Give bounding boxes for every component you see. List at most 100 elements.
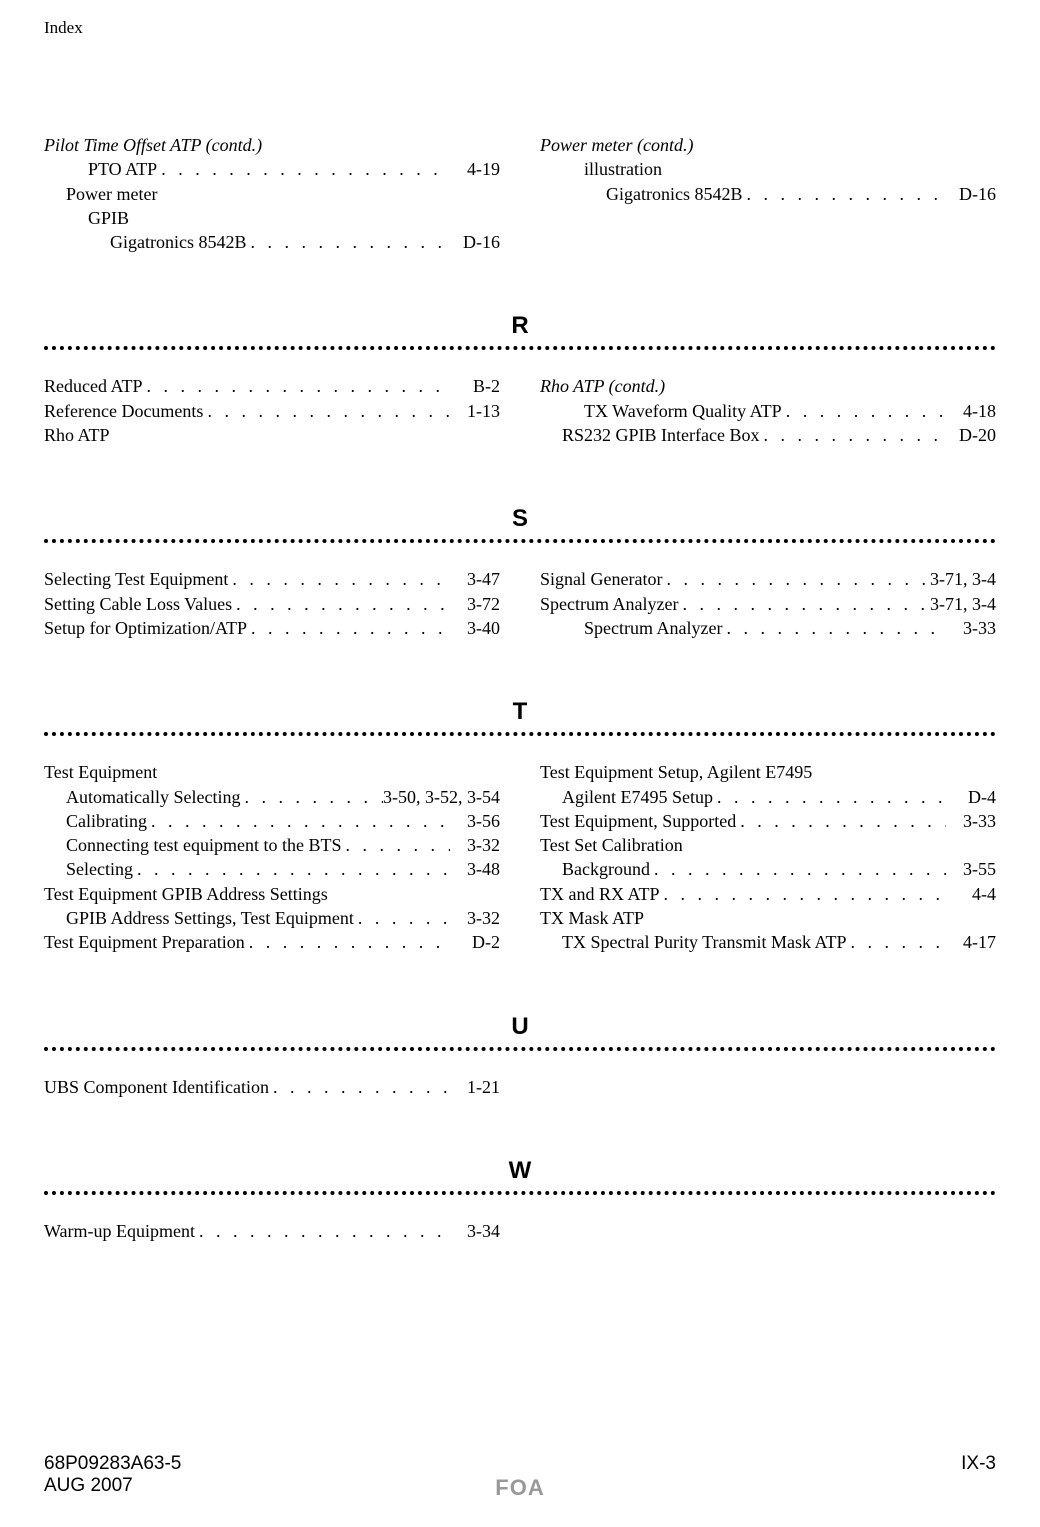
index-entry: TX Waveform Quality ATP. . . . . . . . .… <box>540 399 996 423</box>
section-divider <box>44 732 996 736</box>
index-entry-page: 3-47 <box>450 567 500 591</box>
index-column-left: UBS Component Identification. . . . . . … <box>44 1075 500 1099</box>
index-entry-leader: . . . . . . . . . . . . . . . . . . . . … <box>743 182 947 206</box>
index-entry-leader: . . . . . . . . . . . . . . . . . . . . … <box>143 374 451 398</box>
index-column-right: Test Equipment Setup, Agilent E7495Agile… <box>540 760 996 954</box>
index-column-left: Reduced ATP. . . . . . . . . . . . . . .… <box>44 374 500 447</box>
index-entry: Connecting test equipment to the BTS. . … <box>44 833 500 857</box>
index-columns: Reduced ATP. . . . . . . . . . . . . . .… <box>44 374 996 447</box>
section-letter: U <box>44 1013 996 1041</box>
index-heading: Test Equipment Setup, Agilent E7495 <box>540 760 996 784</box>
index-column-left: Selecting Test Equipment. . . . . . . . … <box>44 567 500 640</box>
index-column-right: Rho ATP (contd.)TX Waveform Quality ATP.… <box>540 374 996 447</box>
index-heading: GPIB <box>44 206 500 230</box>
index-entry-leader: . . . . . . . . . . . . . . . . . . . . … <box>133 857 450 881</box>
index-column-left: Warm-up Equipment. . . . . . . . . . . .… <box>44 1219 500 1243</box>
index-entry-leader: . . . . . . . . . . . . . . . . . . . . … <box>228 567 450 591</box>
index-entry: Reduced ATP. . . . . . . . . . . . . . .… <box>44 374 500 398</box>
index-entry-page: D-4 <box>946 785 996 809</box>
index-entry-page: 4-18 <box>946 399 996 423</box>
section-divider <box>44 539 996 543</box>
index-entry-label: Selecting <box>66 857 133 881</box>
index-entry-page: D-20 <box>946 423 996 447</box>
index-entry: TX and RX ATP. . . . . . . . . . . . . .… <box>540 882 996 906</box>
index-entry-label: Reduced ATP <box>44 374 143 398</box>
index-entry-page: 3-34 <box>450 1219 500 1243</box>
index-entry-page: 3-56 <box>450 809 500 833</box>
index-entry-page: 1-21 <box>450 1075 500 1099</box>
index-entry-leader: . . . . . . . . . . . . . . . . . . . . … <box>232 592 450 616</box>
index-entry: TX Spectral Purity Transmit Mask ATP. . … <box>540 930 996 954</box>
index-column-right <box>540 1075 996 1099</box>
index-entry-leader: . . . . . . . . . . . . . . . . . . . . … <box>354 906 450 930</box>
index-entry-label: UBS Component Identification <box>44 1075 269 1099</box>
index-entry-leader: . . . . . . . . . . . . . . . . . . . . … <box>847 930 946 954</box>
index-entry-leader: . . . . . . . . . . . . . . . . . . . . … <box>660 882 946 906</box>
index-heading: Test Equipment <box>44 760 500 784</box>
index-entry-label: Selecting Test Equipment <box>44 567 228 591</box>
index-entry: GPIB Address Settings, Test Equip­ment. … <box>44 906 500 930</box>
footer-watermark: FOA <box>44 1475 996 1501</box>
section-divider <box>44 1047 996 1051</box>
index-entry-leader: . . . . . . . . . . . . . . . . . . . . … <box>678 592 930 616</box>
index-entry: Test Equipment Preparation. . . . . . . … <box>44 930 500 954</box>
index-entry: Agilent E7495 Setup. . . . . . . . . . .… <box>540 785 996 809</box>
index-entry-label: Test Equipment, Supported <box>540 809 736 833</box>
index-entry-label: Automatically Selecting <box>66 785 240 809</box>
index-entry-label: Gigatronics 8542B <box>110 230 247 254</box>
index-entry-leader: . . . . . . . . . . . . . . . . . . . . … <box>240 785 383 809</box>
index-entry: Spectrum Analyzer. . . . . . . . . . . .… <box>540 592 996 616</box>
index-heading: Power meter <box>44 182 500 206</box>
index-entry: Background. . . . . . . . . . . . . . . … <box>540 857 996 881</box>
index-entry-label: Spectrum Analyzer <box>540 592 678 616</box>
index-entry-page: D-2 <box>450 930 500 954</box>
index-columns: UBS Component Identification. . . . . . … <box>44 1075 996 1099</box>
index-entry-leader: . . . . . . . . . . . . . . . . . . . . … <box>759 423 946 447</box>
index-entry-page: 4-19 <box>450 157 500 181</box>
section-letter: T <box>44 698 996 726</box>
index-column-left: Pilot Time Offset ATP (contd.)PTO ATP. .… <box>44 133 500 254</box>
section-divider <box>44 1191 996 1195</box>
section-letter: S <box>44 505 996 533</box>
index-entry-label: PTO ATP <box>88 157 157 181</box>
index-column-left: Test EquipmentAutomatically Selecting. .… <box>44 760 500 954</box>
index-column-right <box>540 1219 996 1243</box>
index-entry-leader: . . . . . . . . . . . . . . . . . . . . … <box>736 809 946 833</box>
index-entry-page: 3-71, 3-4 <box>930 592 996 616</box>
index-entry-page: 3-33 <box>946 616 996 640</box>
index-entry-label: Reference Documents <box>44 399 203 423</box>
index-heading: Test Equipment GPIB Address Settings <box>44 882 500 906</box>
index-entry-page: 3-48 <box>450 857 500 881</box>
index-column-right: Signal Generator. . . . . . . . . . . . … <box>540 567 996 640</box>
index-entry: Selecting. . . . . . . . . . . . . . . .… <box>44 857 500 881</box>
index-columns: Warm-up Equipment. . . . . . . . . . . .… <box>44 1219 996 1243</box>
index-entry-page: B-2 <box>450 374 500 398</box>
index-entry-leader: . . . . . . . . . . . . . . . . . . . . … <box>147 809 450 833</box>
page-footer: 68P09283A63-5 IX-3 AUG 2007 FOA <box>44 1453 996 1497</box>
index-columns: Test EquipmentAutomatically Selecting. .… <box>44 760 996 954</box>
index-entry-label: Signal Generator <box>540 567 662 591</box>
index-entry-leader: . . . . . . . . . . . . . . . . . . . . … <box>341 833 450 857</box>
index-entry-page: 3-40 <box>450 616 500 640</box>
index-body: Pilot Time Offset ATP (contd.)PTO ATP. .… <box>44 133 996 1243</box>
index-entry-leader: . . . . . . . . . . . . . . . . . . . . … <box>662 567 930 591</box>
section-letter: W <box>44 1157 996 1185</box>
index-entry-page: 4-17 <box>946 930 996 954</box>
index-entry: Reference Documents. . . . . . . . . . .… <box>44 399 500 423</box>
footer-doc-number: 68P09283A63-5 <box>44 1453 181 1475</box>
index-entry-page: D-16 <box>450 230 500 254</box>
index-entry: Automatically Selecting. . . . . . . . .… <box>44 785 500 809</box>
index-entry-page: 3-32 <box>450 906 500 930</box>
index-entry-leader: . . . . . . . . . . . . . . . . . . . . … <box>782 399 946 423</box>
section-divider <box>44 346 996 350</box>
index-entry-label: Connecting test equipment to the BTS <box>66 833 341 857</box>
index-entry-label: Spectrum Analyzer <box>584 616 722 640</box>
index-entry-label: Gigatronics 8542B <box>606 182 743 206</box>
index-entry-label: Agilent E7495 Setup <box>562 785 713 809</box>
index-entry-page: 1-13 <box>450 399 500 423</box>
index-entry-leader: . . . . . . . . . . . . . . . . . . . . … <box>195 1219 450 1243</box>
index-entry-leader: . . . . . . . . . . . . . . . . . . . . … <box>247 230 451 254</box>
index-entry-page: 3-71, 3-4 <box>930 567 996 591</box>
index-entry-label: Warm-up Equipment <box>44 1219 195 1243</box>
index-entry: Setting Cable Loss Values. . . . . . . .… <box>44 592 500 616</box>
